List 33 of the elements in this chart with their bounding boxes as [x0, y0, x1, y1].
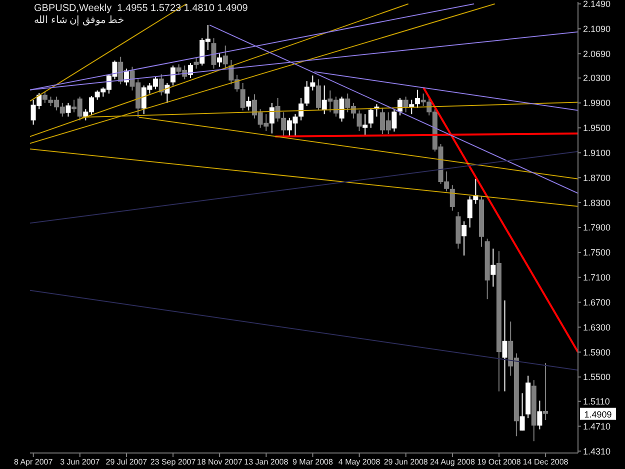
y-tick-label: 1.4310 [583, 446, 611, 456]
x-tick-label: 23 Sep 2007 [150, 458, 196, 467]
x-tick-label: 29 Jun 2008 [384, 458, 428, 467]
y-tick-label: 1.5110 [583, 396, 610, 406]
y-tick-label: 1.5900 [583, 347, 611, 358]
x-tick-label: 13 Jan 2008 [244, 458, 289, 467]
x-tick-label: 18 Nov 2007 [196, 458, 243, 467]
x-tick-label: 3 Jun 2007 [60, 458, 100, 467]
x-tick-label: 24 Aug 2008 [430, 458, 476, 467]
y-tick-label: 1.7100 [583, 272, 611, 283]
y-tick-label: 1.4710 [583, 421, 611, 432]
y-tick-label: 1.9100 [583, 148, 611, 158]
y-tick-label: 2.0300 [583, 73, 611, 84]
y-tick-label: 1.7900 [583, 222, 611, 233]
y-tick-label: 1.5500 [583, 372, 611, 382]
x-tick-label: 29 Jul 2007 [106, 458, 148, 467]
x-tick-label: 19 Oct 2008 [477, 458, 522, 467]
y-tick-label: 1.8300 [583, 198, 611, 208]
x-tick-label: 8 Apr 2007 [14, 458, 54, 467]
y-tick-label: 1.9900 [583, 98, 611, 108]
y-tick-label: 1.7500 [583, 248, 611, 258]
x-tick-label: 9 Mar 2008 [292, 458, 334, 467]
y-tick-label: 1.6300 [583, 322, 611, 332]
annotation: 1.4909 [584, 409, 612, 420]
text: خط موفق إن شاء الله [34, 15, 126, 27]
y-tick-label: 2.0690 [583, 48, 611, 59]
y-tick-label: 2.1490 [583, 0, 611, 10]
y-tick-label: 1.6700 [583, 297, 611, 308]
x-tick-label: 14 Dec 2008 [522, 458, 569, 467]
y-tick-label: 1.9500 [583, 123, 611, 134]
y-tick-label: 1.8700 [583, 172, 611, 183]
x-tick-label: 4 May 2008 [338, 458, 381, 467]
y-tick-label: 2.1090 [583, 24, 611, 34]
